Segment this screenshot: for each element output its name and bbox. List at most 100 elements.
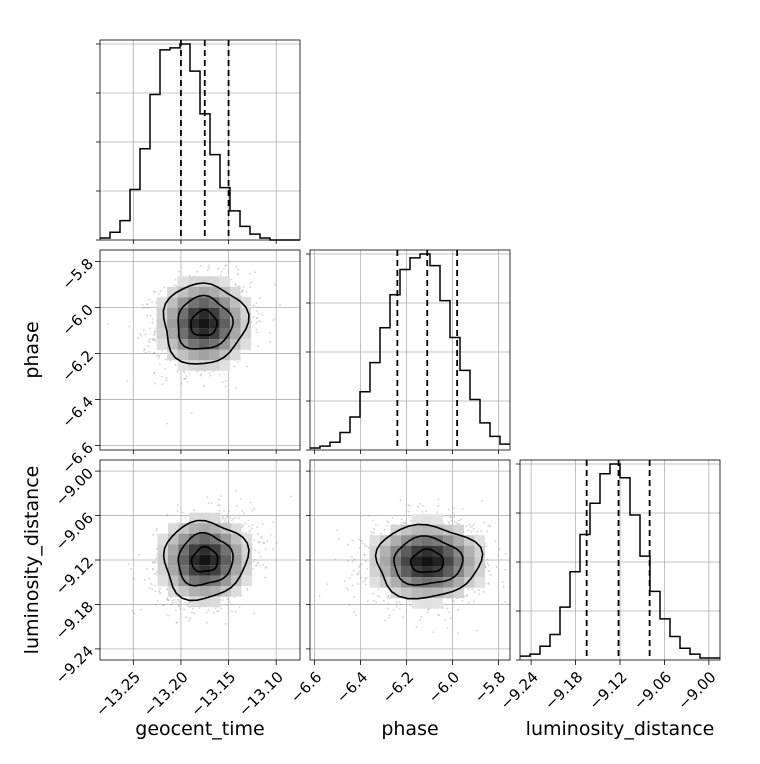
- sample-point: [226, 598, 229, 601]
- sample-point: [176, 622, 178, 624]
- sample-point: [152, 339, 155, 341]
- density-cell: [177, 297, 189, 308]
- sample-point: [162, 604, 165, 606]
- sample-point: [255, 302, 258, 304]
- density-cell: [156, 318, 168, 329]
- sample-point: [175, 621, 178, 624]
- sample-point: [466, 595, 469, 597]
- histogram-phase: [310, 253, 510, 449]
- density-cell: [199, 554, 210, 566]
- sample-point: [251, 280, 254, 283]
- density-cell: [443, 556, 454, 567]
- density-cell: [156, 297, 168, 308]
- sample-point: [153, 337, 155, 340]
- density-cell: [443, 545, 454, 557]
- sample-point: [400, 518, 403, 521]
- sample-point: [269, 331, 271, 334]
- sample-point: [258, 312, 260, 315]
- sample-point: [363, 553, 366, 556]
- sample-point: [151, 561, 154, 564]
- density-cell: [210, 512, 221, 524]
- sample-point: [153, 352, 156, 355]
- sample-point: [166, 422, 168, 425]
- sample-point: [447, 520, 450, 523]
- sample-point: [225, 516, 228, 519]
- density-cell: [219, 297, 231, 308]
- density-cell: [231, 533, 242, 545]
- y-tick-label-phase: −5.8: [59, 255, 97, 293]
- sample-point: [230, 278, 233, 281]
- sample-point: [494, 540, 497, 543]
- sample-point: [387, 617, 390, 619]
- density-cell: [210, 565, 221, 576]
- density-cell: [241, 544, 252, 555]
- density-cell: [210, 586, 221, 597]
- sample-point: [243, 512, 245, 515]
- sample-point: [148, 577, 151, 580]
- density-cell: [230, 297, 241, 308]
- density-cell: [464, 577, 475, 588]
- density-cell: [198, 286, 210, 298]
- sample-point: [235, 489, 238, 492]
- density-cell: [390, 556, 401, 567]
- density-cell: [240, 328, 252, 340]
- contour-geocent_time-phase: [190, 308, 219, 336]
- sample-point: [226, 515, 229, 518]
- density-cell: [474, 545, 485, 557]
- sample-point: [388, 595, 390, 598]
- sample-point: [167, 599, 170, 602]
- sample-point: [160, 375, 163, 378]
- density-cell: [390, 535, 401, 546]
- sample-point: [133, 612, 136, 615]
- sample-point: [172, 601, 175, 604]
- sample-point: [229, 516, 232, 519]
- density-cell: [157, 533, 168, 545]
- sample-point: [357, 583, 359, 585]
- density-cell: [210, 596, 221, 608]
- sample-point: [384, 619, 386, 622]
- sample-point: [486, 558, 489, 561]
- density-cell: [167, 339, 178, 350]
- sample-point: [224, 380, 227, 382]
- sample-point: [178, 605, 181, 608]
- sample-point: [218, 509, 221, 512]
- density-cell: [209, 318, 220, 329]
- sample-point: [226, 604, 229, 606]
- sample-point: [364, 560, 367, 563]
- sample-point: [272, 521, 274, 523]
- sample-point: [407, 510, 410, 513]
- sample-point: [450, 516, 453, 518]
- sample-point: [147, 306, 150, 309]
- sample-point: [473, 527, 475, 530]
- panel-frame-hist-geocent_time: [99, 39, 301, 241]
- density-cell: [209, 307, 220, 319]
- sample-point: [131, 609, 134, 612]
- sample-point: [142, 307, 145, 309]
- sample-point: [259, 565, 261, 568]
- density-cell: [178, 533, 189, 545]
- density-cell: [198, 349, 210, 361]
- density-cell: [188, 360, 199, 371]
- density-cell: [464, 535, 475, 546]
- sample-point: [153, 334, 156, 337]
- x-tick-label-luminosity_distance: −9.12: [586, 668, 631, 713]
- sample-point: [427, 608, 430, 611]
- sample-point: [336, 529, 339, 532]
- density-cell: [177, 286, 189, 298]
- density-cell: [189, 596, 200, 608]
- x-tick-label-phase: −6.0: [425, 668, 463, 706]
- x-axis-label-luminosity_distance: luminosity_distance: [526, 718, 715, 740]
- density-cell: [219, 339, 231, 350]
- contour-geocent_time-phase: [177, 294, 235, 350]
- contour-geocent_time-phase: [162, 282, 250, 365]
- sample-point: [152, 534, 155, 536]
- sample-point: [365, 545, 368, 548]
- sample-point: [230, 519, 233, 522]
- sample-point: [347, 559, 349, 562]
- sample-point: [222, 516, 224, 519]
- sample-point: [153, 371, 156, 374]
- sample-point: [355, 614, 357, 616]
- sample-point: [132, 577, 135, 580]
- sample-point: [363, 544, 366, 546]
- density-cell: [240, 318, 252, 329]
